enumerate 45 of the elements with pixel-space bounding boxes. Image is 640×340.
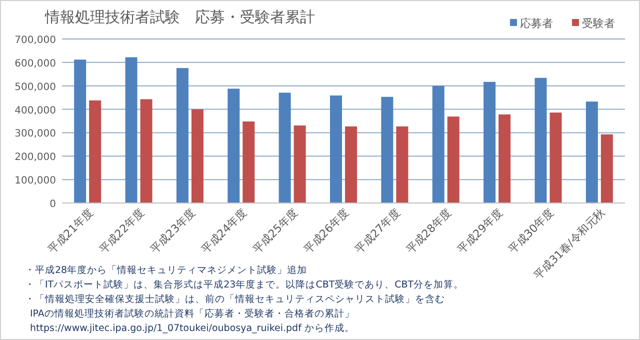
- bar: [294, 125, 306, 203]
- bar: [125, 57, 138, 203]
- bar: [140, 99, 152, 203]
- bar: [278, 92, 291, 203]
- bar: [330, 95, 342, 203]
- bar: [345, 126, 357, 203]
- x-tick-label: 平成28年度: [404, 206, 454, 256]
- bar: [484, 82, 496, 203]
- x-tick-label: 平成24年度: [199, 206, 250, 256]
- x-tick-label: 平成25年度: [250, 206, 300, 256]
- bar: [381, 96, 394, 203]
- chart-title: 情報処理技術者試験 応募・受験者累計: [44, 8, 315, 26]
- y-tick-label: 200,000: [14, 152, 56, 164]
- bar: [586, 102, 598, 203]
- y-tick-label: 400,000: [14, 105, 56, 116]
- x-tick-label: 平成22年度: [96, 206, 147, 256]
- bar: [89, 100, 102, 203]
- bar: [242, 121, 255, 203]
- x-tick-label: 平成23年度: [148, 206, 198, 256]
- bar: [498, 114, 511, 203]
- bar: [396, 126, 408, 203]
- y-tick-label: 300,000: [14, 128, 56, 140]
- legend-label: 受験者: [582, 17, 615, 30]
- bar: [534, 78, 547, 203]
- bar: [600, 134, 613, 203]
- y-tick-label: 600,000: [14, 58, 56, 70]
- text: ・「ITパスポート試験」は、集合形式は平成23年度まで。以降はCBT受験であり、CBT分を加算。: [25, 278, 464, 290]
- bar: [447, 116, 460, 203]
- text: ・「情報処理安全確保支援士試験」は、前の「情報セキュリティスペシャリスト試験」を含む: [25, 293, 445, 305]
- y-tick-label: 100,000: [14, 176, 56, 187]
- text: IPAの情報処理技術者試験の統計資料「応募者・受験者・合格者の累計」: [30, 308, 354, 320]
- bar: [176, 68, 188, 203]
- text: ・平成28年度から「情報セキュリティマネジメント試験」追加: [25, 264, 308, 276]
- x-tick-label: 平成29年度: [454, 206, 506, 256]
- y-tick-label: 500,000: [14, 82, 56, 93]
- x-tick-label: 平成26年度: [301, 206, 352, 256]
- bar: [191, 109, 204, 203]
- bar: [74, 60, 86, 203]
- bar: [550, 112, 562, 203]
- y-tick-label: 700,000: [14, 35, 56, 46]
- legend-label: 応募者: [520, 17, 553, 30]
- bar: [432, 86, 444, 203]
- text: https://www.jitec.ipa.go.jp/1_07toukei/oubosya_ruikei.pdf から作成。: [30, 322, 354, 334]
- bar: [228, 88, 240, 203]
- x-tick-label: 平成27年度: [352, 206, 403, 256]
